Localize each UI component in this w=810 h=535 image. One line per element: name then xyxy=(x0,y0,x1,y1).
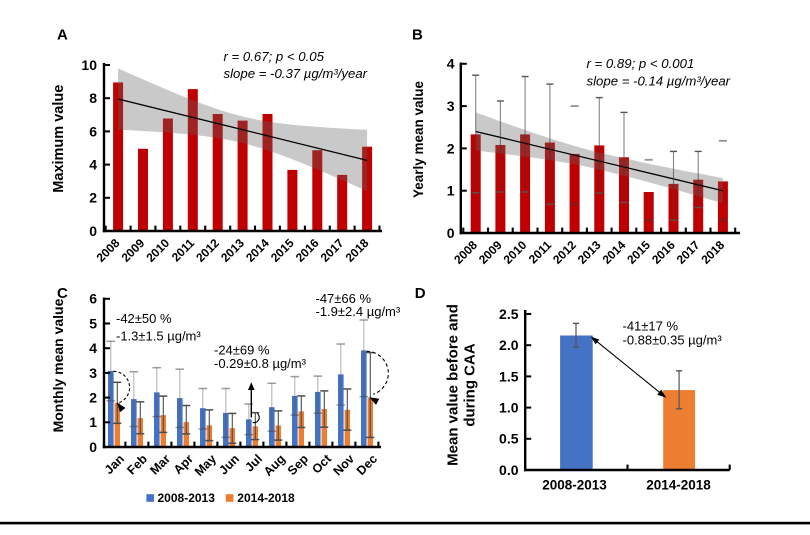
svg-text:2: 2 xyxy=(89,390,97,406)
svg-text:-24±69 %: -24±69 % xyxy=(214,343,270,358)
svg-text:slope = -0.37 µg/m³/year: slope = -0.37 µg/m³/year xyxy=(224,66,368,81)
svg-text:2015: 2015 xyxy=(624,238,653,267)
svg-text:r = 0.89; p < 0.001: r = 0.89; p < 0.001 xyxy=(587,56,695,71)
svg-text:1: 1 xyxy=(89,414,97,430)
svg-text:2016: 2016 xyxy=(649,238,678,267)
svg-text:-0.29±0.8 µg/m³: -0.29±0.8 µg/m³ xyxy=(214,356,307,371)
svg-text:slope = -0.14 µg/m³/year: slope = -0.14 µg/m³/year xyxy=(587,73,731,88)
svg-text:2: 2 xyxy=(447,140,455,156)
svg-text:0: 0 xyxy=(89,439,97,455)
svg-text:2008: 2008 xyxy=(451,238,480,267)
svg-text:-42±50 %: -42±50 % xyxy=(116,311,172,326)
svg-text:2008-2013: 2008-2013 xyxy=(542,478,607,493)
svg-text:Nov: Nov xyxy=(330,452,357,479)
svg-text:2010: 2010 xyxy=(501,238,530,267)
svg-text:Mar: Mar xyxy=(147,452,173,478)
svg-text:2018: 2018 xyxy=(698,238,727,267)
svg-text:4: 4 xyxy=(89,340,97,356)
svg-text:Sep: Sep xyxy=(285,452,311,478)
svg-text:Monthly mean value: Monthly mean value xyxy=(50,298,66,432)
svg-text:2017: 2017 xyxy=(674,238,703,267)
svg-text:4: 4 xyxy=(89,157,97,173)
svg-text:10: 10 xyxy=(81,57,97,73)
svg-text:2015: 2015 xyxy=(268,236,297,265)
svg-text:0: 0 xyxy=(89,223,97,239)
svg-text:2008: 2008 xyxy=(94,236,123,265)
svg-text:B: B xyxy=(412,27,423,44)
svg-text:2009: 2009 xyxy=(476,238,505,267)
svg-text:2: 2 xyxy=(89,190,97,206)
svg-text:2008-2013: 2008-2013 xyxy=(158,491,216,505)
svg-text:2011: 2011 xyxy=(526,238,555,267)
svg-text:1: 1 xyxy=(447,183,455,199)
svg-text:2012: 2012 xyxy=(550,238,579,267)
svg-text:during CAA: during CAA xyxy=(462,343,479,426)
svg-text:2016: 2016 xyxy=(293,236,322,265)
svg-text:2012: 2012 xyxy=(193,236,222,265)
svg-text:Feb: Feb xyxy=(124,452,150,478)
svg-text:2013: 2013 xyxy=(575,238,604,267)
svg-text:-41±17 %: -41±17 % xyxy=(623,319,679,334)
svg-text:Oct: Oct xyxy=(309,451,334,476)
svg-text:2.0: 2.0 xyxy=(499,337,519,353)
svg-text:-1.3±1.5 µg/m³: -1.3±1.5 µg/m³ xyxy=(116,329,201,344)
svg-text:6: 6 xyxy=(89,123,97,139)
svg-text:May: May xyxy=(192,452,219,479)
svg-text:0: 0 xyxy=(447,225,455,241)
svg-text:3: 3 xyxy=(447,98,455,114)
svg-text:Aug: Aug xyxy=(261,452,288,479)
svg-text:5: 5 xyxy=(89,315,97,331)
svg-text:2013: 2013 xyxy=(218,236,247,265)
svg-text:-0.88±0.35 µg/m³: -0.88±0.35 µg/m³ xyxy=(623,333,723,348)
svg-text:Mean value before and: Mean value before and xyxy=(445,304,462,466)
svg-text:D: D xyxy=(415,285,426,302)
svg-text:Apr: Apr xyxy=(171,452,196,477)
svg-text:1.5: 1.5 xyxy=(499,368,519,384)
svg-text:2010: 2010 xyxy=(143,236,172,265)
svg-text:2017: 2017 xyxy=(318,236,347,265)
svg-text:-1.9±2.4 µg/m³: -1.9±2.4 µg/m³ xyxy=(316,304,401,319)
svg-text:Jan: Jan xyxy=(102,452,127,477)
svg-text:8: 8 xyxy=(89,90,97,106)
svg-text:2014: 2014 xyxy=(243,236,272,265)
svg-text:r = 0.67; p < 0.05: r = 0.67; p < 0.05 xyxy=(224,49,325,64)
svg-text:0.0: 0.0 xyxy=(499,462,519,478)
svg-text:Yearly mean value: Yearly mean value xyxy=(411,80,426,198)
svg-text:C: C xyxy=(57,285,68,302)
svg-text:Maximum value: Maximum value xyxy=(51,85,67,193)
svg-text:Jun: Jun xyxy=(216,452,242,478)
svg-text:2014-2018: 2014-2018 xyxy=(237,491,295,505)
svg-text:2014-2018: 2014-2018 xyxy=(646,478,711,493)
svg-text:2018: 2018 xyxy=(343,236,372,265)
svg-text:-47±66 %: -47±66 % xyxy=(316,291,372,306)
svg-text:6: 6 xyxy=(89,291,97,307)
svg-text:2009: 2009 xyxy=(119,236,148,265)
svg-text:2011: 2011 xyxy=(169,236,198,265)
svg-text:1.0: 1.0 xyxy=(499,400,519,416)
svg-text:2.5: 2.5 xyxy=(499,306,519,322)
svg-text:3: 3 xyxy=(89,365,97,381)
svg-text:2014: 2014 xyxy=(600,238,629,267)
svg-text:0.5: 0.5 xyxy=(499,431,519,447)
svg-text:A: A xyxy=(57,27,68,44)
svg-text:4: 4 xyxy=(447,56,455,72)
svg-text:Dec: Dec xyxy=(354,452,380,478)
